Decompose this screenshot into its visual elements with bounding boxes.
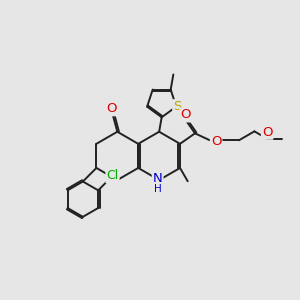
- Text: O: O: [180, 108, 191, 122]
- Text: O: O: [262, 126, 272, 139]
- Text: S: S: [173, 100, 182, 113]
- Text: O: O: [106, 102, 117, 115]
- Text: O: O: [211, 135, 221, 148]
- Text: N: N: [153, 172, 163, 185]
- Text: H: H: [154, 184, 161, 194]
- Text: Cl: Cl: [106, 169, 119, 182]
